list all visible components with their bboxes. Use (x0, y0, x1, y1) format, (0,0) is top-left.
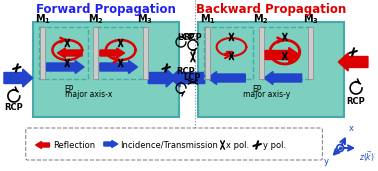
Circle shape (337, 144, 344, 152)
Bar (204, 27, 253, 79)
FancyArrow shape (338, 53, 368, 71)
Text: EP: EP (253, 85, 262, 94)
Bar (259, 27, 263, 79)
Text: $\mathbf{M_2}$: $\mathbf{M_2}$ (88, 12, 104, 26)
FancyArrow shape (264, 71, 302, 84)
Bar (261, 27, 311, 79)
Text: x: x (349, 124, 354, 133)
Bar (39, 27, 88, 79)
Bar (33, 22, 179, 117)
Text: major axis-y: major axis-y (243, 90, 291, 99)
FancyArrow shape (100, 48, 125, 58)
Bar (143, 27, 148, 79)
FancyArrow shape (36, 141, 50, 148)
FancyArrow shape (104, 141, 118, 148)
Text: RCP: RCP (183, 32, 202, 42)
Text: Forward Propagation: Forward Propagation (36, 3, 176, 16)
FancyArrow shape (148, 69, 176, 87)
Bar (96, 27, 146, 79)
Text: x pol.: x pol. (226, 141, 249, 149)
Text: EP: EP (65, 85, 74, 94)
FancyArrow shape (170, 69, 205, 87)
Text: RCP: RCP (347, 97, 366, 107)
FancyArrow shape (265, 48, 300, 62)
Text: y: y (324, 156, 329, 166)
Text: $\mathbf{M_3}$: $\mathbf{M_3}$ (138, 12, 153, 26)
Text: y pol.: y pol. (263, 141, 286, 149)
Text: $\mathbf{M_1}$: $\mathbf{M_1}$ (34, 12, 51, 26)
Bar (93, 27, 98, 79)
Bar (198, 22, 344, 117)
Text: major axis-x: major axis-x (65, 90, 113, 99)
FancyArrow shape (57, 48, 82, 58)
FancyArrow shape (4, 69, 33, 87)
Text: Incidence/Transmission: Incidence/Transmission (120, 141, 218, 149)
FancyArrow shape (46, 61, 84, 74)
Bar (308, 27, 313, 79)
Text: $z(\vec{k})$: $z(\vec{k})$ (359, 149, 375, 164)
Text: Reflection: Reflection (53, 141, 96, 149)
Text: $\mathbf{M_1}$: $\mathbf{M_1}$ (200, 12, 216, 26)
Text: LCP: LCP (177, 32, 195, 42)
Text: LCP: LCP (183, 74, 200, 82)
Text: RCP: RCP (176, 68, 195, 76)
FancyArrow shape (208, 71, 245, 84)
Text: Backward Propagation: Backward Propagation (196, 3, 346, 16)
FancyArrow shape (100, 61, 138, 74)
Text: RCP: RCP (5, 103, 23, 113)
Bar (205, 27, 210, 79)
Text: $\mathbf{M_2}$: $\mathbf{M_2}$ (253, 12, 269, 26)
Text: $\mathbf{M_3}$: $\mathbf{M_3}$ (303, 12, 319, 26)
FancyBboxPatch shape (26, 128, 322, 160)
Bar (40, 27, 45, 79)
